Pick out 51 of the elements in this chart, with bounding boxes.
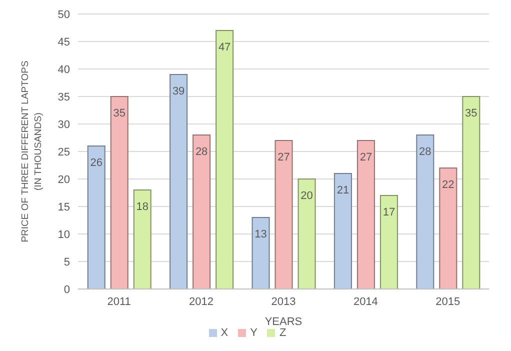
data-label: 35 <box>113 107 126 120</box>
y-tick-label: 30 <box>58 118 70 131</box>
y-tick-label: 40 <box>58 64 70 76</box>
data-label: 39 <box>172 85 185 98</box>
bar <box>87 146 106 289</box>
x-tick-label: 2013 <box>271 296 296 308</box>
y-axis-title: PRICE OF THREE DIFFERENT LAPTOPS (IN THOUSANDS) <box>20 60 44 242</box>
data-label: 20 <box>300 190 313 202</box>
y-tick-label: 50 <box>58 8 70 21</box>
data-label: 27 <box>278 151 290 164</box>
data-label: 17 <box>382 206 396 218</box>
legend-label: Z <box>279 327 286 339</box>
data-label: 26 <box>90 156 102 169</box>
x-tick-label: 2014 <box>353 296 378 308</box>
legend-label: Y <box>250 327 258 339</box>
bar <box>356 140 375 289</box>
x-tick-label: 2015 <box>436 296 460 308</box>
bar <box>252 217 270 289</box>
bar <box>334 173 352 289</box>
y-tick-label: 35 <box>58 91 70 104</box>
bar <box>216 30 234 289</box>
bar <box>170 74 188 289</box>
data-label: 47 <box>218 41 231 54</box>
legend-label: X <box>220 327 228 339</box>
x-tick-label: 2012 <box>189 296 214 308</box>
bar <box>462 96 480 289</box>
data-label: 28 <box>195 146 208 158</box>
bar <box>133 190 152 289</box>
y-tick-label: 45 <box>58 36 70 48</box>
data-label: 21 <box>336 184 350 196</box>
bar <box>439 168 458 289</box>
bar <box>274 140 293 289</box>
bar <box>110 96 128 289</box>
data-label: 22 <box>442 178 454 191</box>
data-label: 13 <box>254 228 267 240</box>
y-tick-label: 15 <box>58 201 70 214</box>
y-tick-label: 5 <box>64 256 70 268</box>
data-label: 35 <box>465 107 478 120</box>
bar <box>298 178 316 289</box>
x-tick-label: 2011 <box>107 296 131 308</box>
data-label: 18 <box>136 200 148 213</box>
data-label: 27 <box>360 151 372 164</box>
y-tick-label: 10 <box>58 228 70 241</box>
y-tick-label: 20 <box>58 174 70 186</box>
bar <box>380 195 398 289</box>
y-tick-label: 25 <box>58 146 70 158</box>
x-axis-title: YEARS <box>264 316 302 328</box>
bar <box>416 134 434 289</box>
data-label: 28 <box>419 146 432 158</box>
bar <box>192 134 211 289</box>
y-tick-label: 0 <box>64 284 70 296</box>
